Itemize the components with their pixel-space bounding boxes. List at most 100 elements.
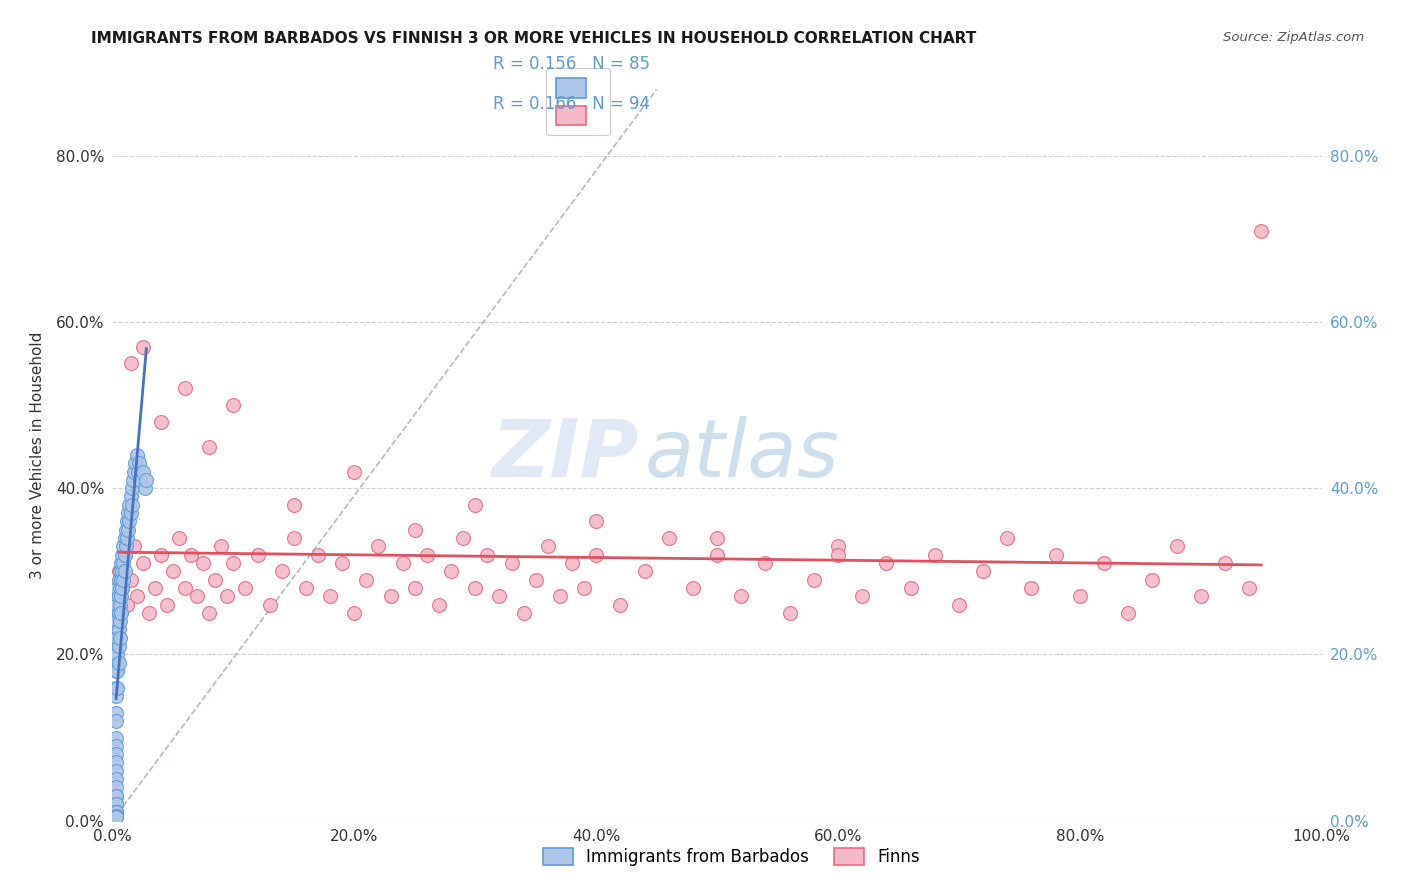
Point	[111, 581, 134, 595]
Point	[235, 581, 257, 595]
Point	[105, 631, 128, 645]
Text: IMMIGRANTS FROM BARBADOS VS FINNISH 3 OR MORE VEHICLES IN HOUSEHOLD CORRELATION : IMMIGRANTS FROM BARBADOS VS FINNISH 3 OR…	[91, 31, 977, 46]
Point	[112, 573, 135, 587]
Point	[1069, 589, 1091, 603]
Point	[488, 589, 510, 603]
Point	[105, 581, 128, 595]
Point	[827, 539, 849, 553]
Point	[416, 548, 439, 562]
Point	[1213, 556, 1236, 570]
Point	[118, 515, 141, 529]
Point	[246, 548, 269, 562]
Point	[924, 548, 946, 562]
Point	[105, 747, 128, 761]
Point	[105, 797, 128, 811]
Point	[125, 589, 148, 603]
Point	[105, 664, 128, 678]
Point	[512, 606, 534, 620]
Point	[307, 548, 329, 562]
Point	[122, 473, 145, 487]
Point	[174, 381, 197, 395]
Point	[110, 606, 132, 620]
Point	[464, 498, 486, 512]
Point	[122, 465, 145, 479]
Point	[118, 498, 141, 512]
Point	[105, 589, 128, 603]
Point	[112, 539, 135, 553]
Point	[754, 556, 776, 570]
Point	[330, 556, 353, 570]
Point	[132, 340, 155, 354]
Point	[464, 581, 486, 595]
Point	[105, 664, 128, 678]
Point	[283, 498, 305, 512]
Point	[851, 589, 873, 603]
Point	[174, 581, 197, 595]
Point	[948, 598, 970, 612]
Point	[427, 598, 450, 612]
Point	[105, 789, 128, 803]
Point	[209, 539, 232, 553]
Point	[1250, 223, 1272, 237]
Point	[440, 564, 463, 578]
Point	[105, 756, 128, 770]
Point	[138, 606, 160, 620]
Text: R = 0.156   N = 85: R = 0.156 N = 85	[494, 54, 651, 72]
Point	[105, 789, 128, 803]
Point	[105, 809, 128, 823]
Point	[222, 398, 245, 412]
Point	[110, 573, 132, 587]
Point	[149, 415, 172, 429]
Point	[1166, 539, 1188, 553]
Point	[120, 573, 142, 587]
Point	[730, 589, 752, 603]
Point	[167, 531, 190, 545]
Point	[222, 556, 245, 570]
Point	[204, 573, 226, 587]
Point	[108, 598, 131, 612]
Point	[128, 456, 150, 470]
Y-axis label: 3 or more Vehicles in Household: 3 or more Vehicles in Household	[30, 331, 45, 579]
Point	[105, 797, 128, 811]
Point	[114, 539, 136, 553]
Point	[295, 581, 318, 595]
Point	[391, 556, 413, 570]
Point	[105, 614, 128, 628]
Point	[706, 548, 728, 562]
Point	[110, 589, 132, 603]
Point	[198, 606, 221, 620]
Point	[111, 581, 134, 595]
Point	[134, 481, 156, 495]
Point	[107, 606, 129, 620]
Point	[633, 564, 655, 578]
Point	[105, 780, 128, 795]
Point	[972, 564, 994, 578]
Point	[380, 589, 402, 603]
Point	[105, 810, 128, 824]
Point	[127, 465, 149, 479]
Point	[107, 623, 129, 637]
Point	[1237, 581, 1260, 595]
Point	[1092, 556, 1115, 570]
Point	[107, 573, 129, 587]
Point	[105, 805, 128, 820]
Point	[114, 531, 136, 545]
Point	[585, 548, 607, 562]
Point	[1045, 548, 1067, 562]
Point	[107, 656, 129, 670]
Point	[658, 531, 681, 545]
Point	[1021, 581, 1043, 595]
Point	[105, 809, 128, 823]
Point	[132, 465, 155, 479]
Point	[105, 805, 128, 820]
Text: ZIP: ZIP	[491, 416, 638, 494]
Point	[682, 581, 704, 595]
Point	[112, 556, 135, 570]
Point	[105, 805, 128, 820]
Point	[122, 539, 145, 553]
Point	[105, 598, 128, 612]
Point	[1142, 573, 1164, 587]
Point	[105, 614, 128, 628]
Point	[114, 523, 136, 537]
Point	[107, 639, 129, 653]
